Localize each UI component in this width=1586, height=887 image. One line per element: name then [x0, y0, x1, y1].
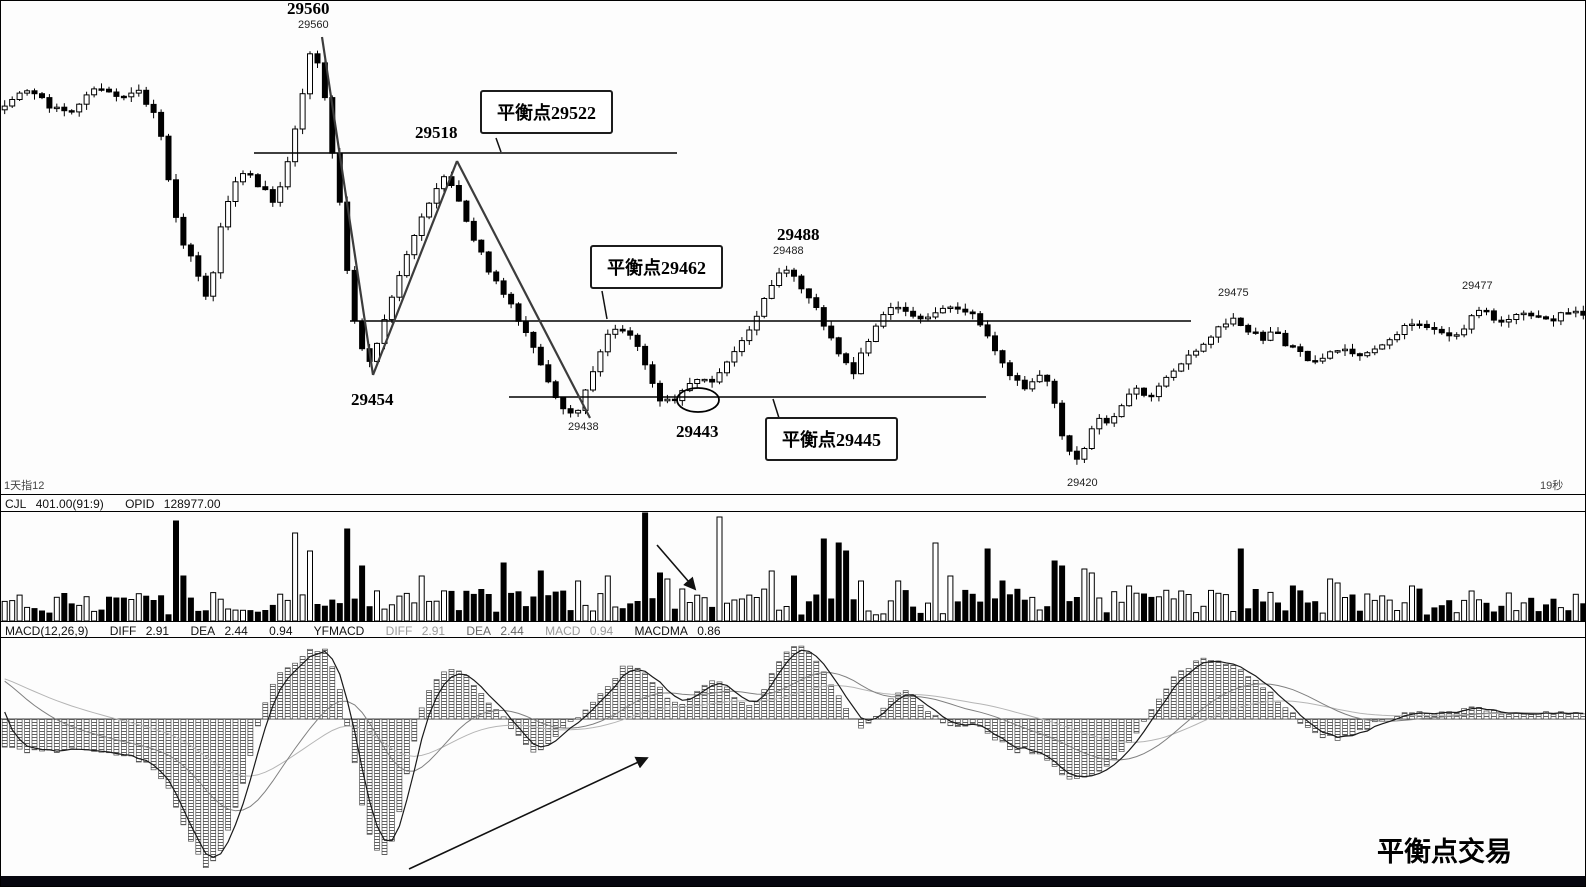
watermark-text: 平衡点交易: [1377, 837, 1512, 867]
balance-callout-29445: 平衡点29445: [765, 417, 898, 461]
countdown-label: 19秒: [1540, 480, 1564, 492]
yf-diff-label: DIFF: [385, 624, 413, 638]
bottom-taskbar: [1, 876, 1585, 886]
volume-indicator-name: CJL: [5, 497, 27, 511]
balance-callout-29522: 平衡点29522: [480, 90, 613, 134]
price-label-session-low: 29420: [1067, 477, 1098, 489]
macdma-value: 0.86: [697, 624, 721, 638]
yf-diff-value: 2.91: [421, 624, 446, 638]
price-label-level-high: 29518: [415, 123, 458, 142]
period-label[interactable]: 1天指12: [4, 480, 45, 492]
yf-dea-label: DEA: [466, 624, 492, 638]
yf-macd-label: MACD: [545, 624, 581, 638]
volume-indicator-value: 401.00(91:9): [35, 497, 104, 511]
price-label-secondary-high: 29488: [777, 225, 820, 244]
price-label-minor-low: 29438: [568, 421, 599, 433]
volume-pane-header[interactable]: CJL 401.00(91:9) OPID 128977.00: [5, 497, 227, 511]
price-label-right-high-2: 29477: [1462, 280, 1493, 292]
balance-callout-29462: 平衡点29462: [590, 245, 723, 289]
yf-dea-value: 2.44: [500, 624, 524, 638]
dea-value: 2.44: [224, 624, 248, 638]
macd-extra-value: 0.94: [269, 624, 293, 638]
macdma-label: MACDMA: [634, 624, 688, 638]
diff-value: 2.91: [145, 624, 170, 638]
price-label-right-high-1: 29475: [1218, 287, 1249, 299]
yf-macd-value: 0.94: [589, 624, 614, 638]
price-label-double-bottom: 29443: [676, 422, 719, 441]
opid-label: OPID: [125, 497, 155, 511]
opid-value: 128977.00: [163, 497, 221, 511]
price-label-swing-low: 29454: [351, 390, 394, 409]
price-label-swing-high-small: 29560: [298, 19, 329, 31]
macd-pane-header[interactable]: MACD(12,26,9) DIFF 2.91 DEA 2.44 0.94 YF…: [5, 624, 727, 638]
diff-label: DIFF: [109, 624, 137, 638]
dea-label: DEA: [190, 624, 216, 638]
yfmacd-indicator-name: YFMACD: [313, 624, 365, 638]
macd-indicator-name: MACD(12,26,9): [5, 624, 89, 638]
price-label-secondary-high-small: 29488: [773, 245, 804, 257]
price-label-swing-high: 29560: [287, 0, 330, 18]
